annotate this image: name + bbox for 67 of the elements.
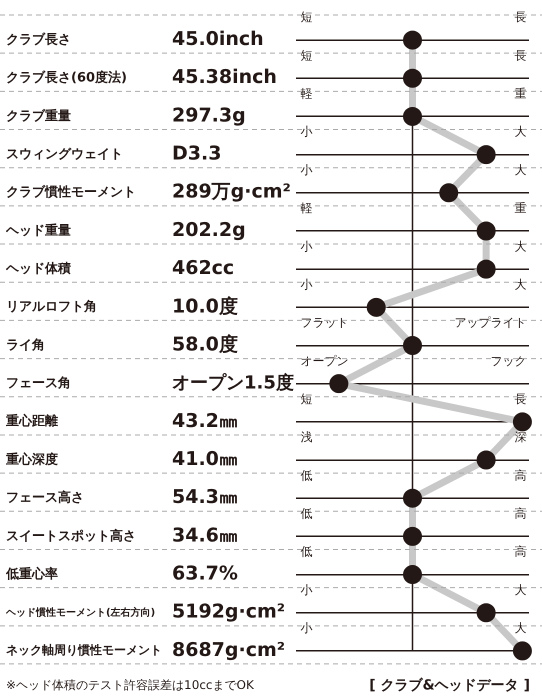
annotation: オープン bbox=[300, 354, 349, 368]
text: [ クラブ&ヘッドデータ ] bbox=[369, 676, 530, 694]
point bbox=[512, 412, 532, 432]
point bbox=[403, 30, 422, 50]
annotation: 高 bbox=[514, 468, 526, 482]
point bbox=[403, 68, 422, 88]
y-tick-label: 重心距離 bbox=[5, 413, 58, 430]
y-tick-label: 重心深度 bbox=[5, 451, 58, 468]
y-tick-label: クラブ慣性モーメント bbox=[6, 184, 136, 200]
annotation: 長 bbox=[514, 48, 526, 62]
point bbox=[476, 450, 496, 470]
text: 45.38inch bbox=[172, 66, 277, 88]
text: 45.0inch bbox=[172, 28, 264, 50]
annotation: 重 bbox=[514, 86, 526, 101]
point bbox=[476, 603, 496, 622]
y-tick-label: スウィングウェイト bbox=[6, 146, 123, 162]
text: ※ヘッド体積のテスト許容誤差は10ccまでOK bbox=[6, 678, 255, 692]
point bbox=[512, 641, 532, 660]
text: 10.0度 bbox=[172, 295, 238, 318]
text: 低 bbox=[300, 468, 313, 482]
text: 297.3g bbox=[172, 104, 246, 126]
annotation: アップライト bbox=[454, 316, 526, 330]
y-tick-label: クラブ長さ(60度法) bbox=[6, 70, 127, 86]
annotation: 高 bbox=[514, 506, 526, 521]
text: 5192g·cm² bbox=[172, 600, 286, 623]
text: オープン1.5度 bbox=[172, 372, 294, 394]
annotation: 高 bbox=[514, 544, 526, 559]
point bbox=[476, 145, 496, 164]
text: 462cc bbox=[172, 257, 234, 280]
text: 軽 bbox=[300, 201, 313, 216]
text: 軽 bbox=[300, 86, 313, 101]
y-tick-label: リアルロフト角 bbox=[6, 300, 97, 315]
text: 低 bbox=[300, 544, 313, 559]
point bbox=[403, 488, 422, 508]
text: 41.0㎜ bbox=[172, 448, 238, 470]
y-tick-label: ヘッド重量 bbox=[5, 222, 71, 238]
y-tick-label: フェース角 bbox=[6, 376, 71, 392]
y-tick-label: ライ角 bbox=[6, 338, 45, 353]
text: 34.6㎜ bbox=[172, 524, 238, 546]
point bbox=[476, 221, 496, 240]
point bbox=[403, 565, 422, 584]
point bbox=[403, 526, 422, 546]
y-tick-label: フェース高さ bbox=[6, 490, 84, 506]
text: 63.7% bbox=[172, 562, 238, 584]
point bbox=[439, 183, 458, 202]
point bbox=[403, 336, 422, 355]
point bbox=[476, 260, 496, 279]
point bbox=[403, 106, 422, 126]
y-tick-label: クラブ重量 bbox=[6, 108, 71, 124]
annotation: フラット bbox=[300, 316, 349, 330]
text: 289万g·cm² bbox=[172, 180, 291, 203]
y-tick-label: ネック軸周り慣性モーメント bbox=[6, 643, 162, 658]
y-tick-label: スイートスポット高さ bbox=[6, 528, 136, 544]
text: 202.2g bbox=[172, 218, 246, 241]
point bbox=[329, 374, 348, 394]
text: D3.3 bbox=[172, 142, 222, 165]
text: 54.3㎜ bbox=[172, 486, 238, 508]
annotation: 重 bbox=[514, 201, 526, 216]
annotation: 長 bbox=[514, 392, 526, 406]
point bbox=[366, 298, 386, 317]
y-tick-label: ヘッド体積 bbox=[5, 262, 71, 277]
text: 低 bbox=[300, 506, 313, 521]
text: 43.2㎜ bbox=[172, 410, 238, 432]
y-tick-label: クラブ長さ bbox=[6, 31, 71, 48]
text: 58.0度 bbox=[172, 333, 238, 356]
text: 8687g·cm² bbox=[172, 638, 286, 661]
y-tick-label: ヘッド慣性モーメント(左右方向) bbox=[5, 606, 156, 618]
